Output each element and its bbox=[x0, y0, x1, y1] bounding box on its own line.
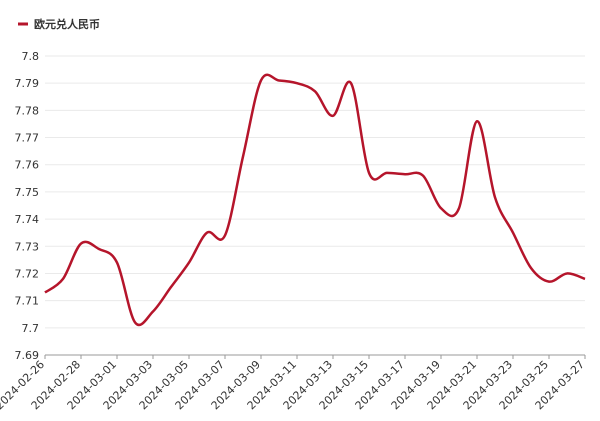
legend-label: 欧元兑人民币 bbox=[34, 17, 100, 31]
y-tick-label: 7.71 bbox=[15, 295, 40, 308]
y-tick-label: 7.74 bbox=[15, 213, 40, 226]
y-tick-label: 7.69 bbox=[15, 349, 40, 362]
y-tick-label: 7.75 bbox=[15, 186, 40, 199]
y-tick-label: 7.73 bbox=[15, 240, 40, 253]
y-tick-label: 7.77 bbox=[15, 132, 40, 145]
line-series bbox=[44, 73, 586, 327]
y-tick-label: 7.7 bbox=[22, 322, 40, 335]
y-tick-label: 7.79 bbox=[15, 77, 40, 90]
y-tick-label: 7.72 bbox=[15, 267, 40, 280]
y-tick-label: 7.76 bbox=[15, 159, 40, 172]
y-tick-label: 7.78 bbox=[15, 104, 40, 117]
y-tick-label: 7.8 bbox=[22, 50, 40, 63]
